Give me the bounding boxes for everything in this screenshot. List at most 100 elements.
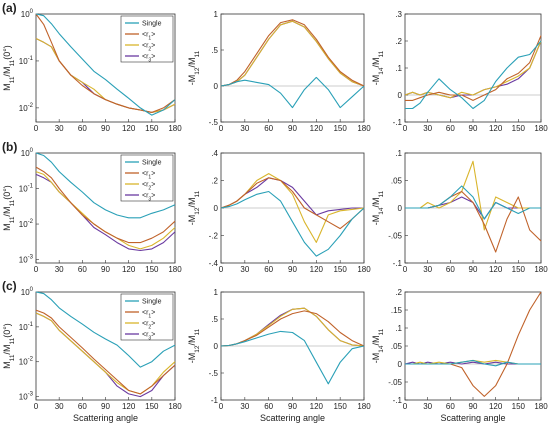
y-tick-label: 1 (214, 288, 219, 297)
panel-a-3: 0 30 60 90 120 150 180-.10.1.2.3-M14/M11 (371, 10, 548, 133)
x-tick-label: 30 (55, 265, 64, 274)
y-tick-label: 100 (21, 287, 34, 297)
x-tick-label: 150 (512, 402, 526, 411)
legend-entry: Single (142, 160, 162, 167)
y-tick-label: .3 (395, 10, 402, 19)
x-tick-label: 30 (240, 402, 249, 411)
x-tick-label: 60 (78, 402, 87, 411)
y-tick-label: .05 (391, 177, 403, 186)
x-tick-label: 0 (219, 402, 224, 411)
legend-entry: <r2> (142, 43, 155, 53)
x-tick-label: 150 (512, 265, 526, 274)
y-tick-label: .5 (211, 315, 218, 324)
x-tick-label: 90 (101, 265, 110, 274)
y-axis-label: -M12/M11 (187, 50, 201, 85)
x-tick-label: 60 (78, 265, 87, 274)
y-axis-label: M11/M11(0°) (2, 45, 16, 91)
legend-entry: <r1> (142, 32, 155, 42)
y-tick-label: 100 (21, 9, 34, 19)
y-tick-label: 0 (214, 342, 219, 351)
y-tick-label: 0 (214, 82, 219, 91)
series-line-r2 (404, 40, 542, 99)
y-tick-label: 10-2 (19, 357, 34, 367)
y-tick-label: 10-1 (19, 184, 34, 194)
panel-b-1: 0 30 60 90 120 150 180 100 10-1 10-2 10-3 M11/M11(0… (2, 140, 182, 274)
x-tick-label: 30 (240, 124, 249, 133)
panel-a-1: 0 30 60 90 120 150 180 100 10-1 10-2 M11/M11(0°) (a… (2, 1, 182, 133)
x-tick-label: 120 (122, 124, 136, 133)
y-axis-label: -M12/M11 (187, 328, 201, 363)
series-line-r1 (35, 13, 176, 113)
x-tick-label: 150 (145, 124, 159, 133)
x-tick-label: 0 (403, 402, 408, 411)
series-line-r2 (405, 160, 541, 231)
y-tick-label: .1 (395, 149, 402, 158)
series-line-Single (405, 185, 541, 220)
legend-entry: <r2> (142, 321, 155, 331)
x-tick-label: 150 (333, 265, 347, 274)
y-tick-label: -.1 (393, 396, 403, 405)
x-tick-label: 90 (288, 124, 297, 133)
x-tick-label: 120 (122, 402, 136, 411)
series-line-Single (35, 152, 176, 219)
panel-c-2: 0 30 60 90 120 150 180 -1 -.5 0 .5 1 -M12/M11 Scatter… (187, 288, 371, 423)
legend-box (120, 154, 174, 202)
y-tick-label: -.1 (393, 259, 403, 268)
x-tick-label: 180 (534, 402, 548, 411)
legend-entry: <r3> (142, 193, 155, 203)
y-axis-label: M11/M11(0°) (2, 323, 16, 369)
panel-b-2: 0 30 60 90 120 150 180 -.4 -.2 0 .2 .4 -M12/M11 (187, 149, 371, 274)
series-line-Single (220, 76, 365, 109)
panel-row-label: (a) (2, 1, 17, 15)
x-tick-label: 0 (34, 265, 39, 274)
x-tick-label: 60 (78, 124, 87, 133)
y-tick-label: -.05 (388, 378, 402, 387)
y-tick-label: -.2 (209, 232, 219, 241)
x-tick-label: 120 (489, 402, 503, 411)
x-tick-label: 120 (489, 124, 503, 133)
y-tick-label: .1 (395, 324, 402, 333)
legend: Single <r1><r2><r3> (120, 154, 174, 203)
y-tick-label: .2 (395, 37, 402, 46)
panel-b-3: 0 30 60 90 120 150 180 -.1 -.05 0 .05 .1 -M14/M11 (371, 149, 548, 274)
x-tick-label: 60 (264, 265, 273, 274)
x-tick-label: 0 (219, 265, 224, 274)
x-tick-label: 30 (423, 265, 432, 274)
y-axis-label: -M14/M11 (371, 328, 385, 363)
legend-entry: <r1> (142, 310, 155, 320)
x-tick-label: 120 (310, 402, 324, 411)
y-tick-label: -.1 (393, 118, 403, 127)
x-tick-label: 0 (403, 265, 408, 274)
x-tick-label: 150 (333, 402, 347, 411)
y-axis-label: M11/M11(0°) (2, 185, 16, 231)
legend-box (120, 15, 174, 63)
x-tick-label: 150 (333, 124, 347, 133)
x-axis-label: Scattering angle (440, 413, 505, 423)
y-tick-label: .5 (211, 46, 218, 55)
x-tick-label: 90 (288, 265, 297, 274)
x-tick-label: 180 (357, 265, 371, 274)
y-tick-label: 10-1 (19, 56, 34, 66)
x-tick-label: 0 (34, 402, 39, 411)
y-tick-label: 10-3 (19, 255, 34, 265)
y-tick-label: 1 (214, 10, 219, 19)
x-tick-label: 30 (55, 402, 64, 411)
x-tick-label: 180 (168, 265, 182, 274)
series-line-r1 (35, 309, 176, 395)
legend-entry: <r1> (142, 171, 155, 181)
x-tick-label: 150 (512, 124, 526, 133)
y-tick-label: .4 (211, 149, 218, 158)
series-line-Single (405, 359, 541, 367)
x-tick-label: 30 (55, 124, 64, 133)
series-line-Single (35, 13, 176, 116)
y-axis-label: -M12/M11 (187, 190, 201, 225)
x-tick-label: 180 (168, 402, 182, 411)
series-line-r1 (220, 19, 365, 87)
series-line-r2 (220, 20, 365, 87)
plot-frame (404, 291, 542, 401)
legend-entry: <r3> (142, 54, 155, 64)
x-tick-label: 120 (310, 124, 324, 133)
y-tick-label: 0 (398, 360, 403, 369)
x-axis-label: Scattering angle (260, 413, 325, 423)
y-tick-label: .15 (391, 306, 403, 315)
